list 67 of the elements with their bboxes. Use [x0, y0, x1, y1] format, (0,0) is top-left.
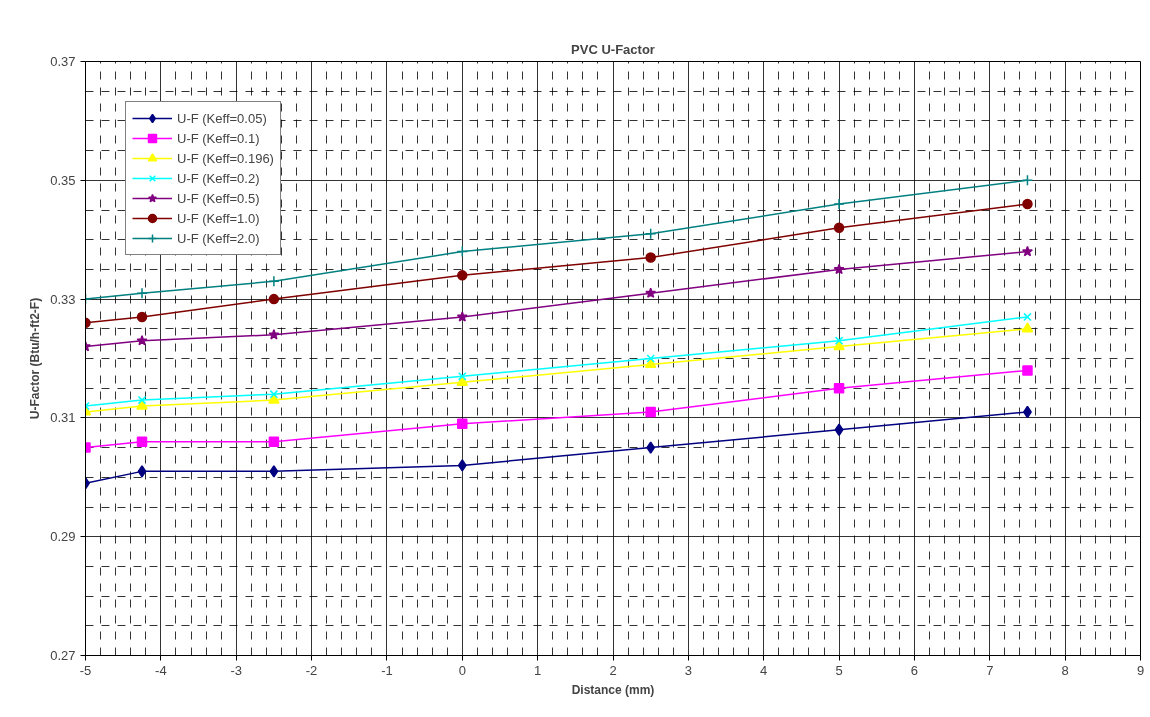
point — [1022, 198, 1033, 210]
y-tick-label: 0.37 — [50, 54, 76, 69]
x-tick-label: 2 — [609, 662, 617, 678]
point — [1022, 365, 1033, 376]
point — [458, 372, 467, 381]
point — [268, 436, 280, 447]
point — [457, 418, 468, 430]
point — [136, 436, 148, 447]
point — [646, 354, 655, 363]
point — [137, 465, 147, 478]
x-tick-label: -5 — [79, 662, 92, 678]
point — [456, 245, 469, 258]
x-axis-title: Distance (mm) — [571, 682, 655, 697]
y-axis-title: U-Factor (Btu/h-ft2-F) — [28, 297, 43, 420]
y-tick-label: 0.31 — [50, 410, 76, 426]
x-tick-label: -3 — [230, 662, 242, 678]
legend-label: U-F (Keff=0.5) — [177, 190, 260, 206]
chart-title: PVC U-Factor — [571, 41, 655, 57]
point — [268, 293, 280, 305]
point — [456, 311, 468, 322]
legend-label: U-F (Keff=0.196) — [177, 150, 274, 166]
point — [136, 287, 148, 299]
point — [1023, 312, 1032, 322]
point — [268, 328, 280, 340]
x-tick-label: 3 — [684, 662, 692, 678]
point — [136, 334, 148, 346]
x-tick-label: 9 — [1136, 662, 1145, 678]
x-tick-label: -2 — [305, 662, 318, 678]
point — [834, 423, 844, 437]
point — [833, 263, 845, 275]
point — [645, 252, 656, 263]
x-tick-label: 8 — [1061, 662, 1069, 678]
x-tick-label: 5 — [835, 662, 843, 678]
point — [833, 222, 845, 234]
point — [834, 336, 844, 345]
x-tick-label: 6 — [910, 662, 919, 678]
point — [1021, 174, 1034, 187]
legend-label: U-F (Keff=2.0) — [177, 230, 260, 246]
point — [833, 198, 845, 210]
x-tick-label: 0 — [458, 662, 466, 678]
x-tick-label: -1 — [381, 662, 393, 678]
point — [1021, 322, 1034, 333]
legend-label: U-F (Keff=0.05) — [177, 110, 267, 126]
point — [1021, 245, 1033, 257]
legend-label: U-F (Keff=1.0) — [177, 210, 260, 226]
x-tick-label: -4 — [155, 662, 167, 678]
y-tick-label: 0.35 — [50, 172, 76, 188]
x-tick-label: 7 — [986, 662, 994, 678]
x-tick-label: 1 — [534, 662, 542, 678]
point — [269, 389, 279, 399]
point — [645, 406, 656, 418]
y-tick-label: 0.27 — [50, 648, 76, 663]
point — [137, 395, 147, 405]
point — [136, 311, 148, 323]
point — [833, 382, 845, 394]
point — [644, 228, 657, 240]
y-tick-label: 0.33 — [50, 291, 76, 307]
point — [457, 459, 467, 472]
legend-label: U-F (Keff=0.1) — [177, 130, 260, 146]
point — [646, 441, 656, 454]
x-tick-label: 4 — [760, 662, 768, 678]
legend-label: U-F (Keff=0.2) — [177, 170, 260, 186]
point — [269, 465, 279, 478]
point — [645, 287, 657, 298]
point — [457, 270, 468, 281]
y-tick-label: 0.29 — [50, 529, 76, 545]
point — [268, 275, 280, 288]
